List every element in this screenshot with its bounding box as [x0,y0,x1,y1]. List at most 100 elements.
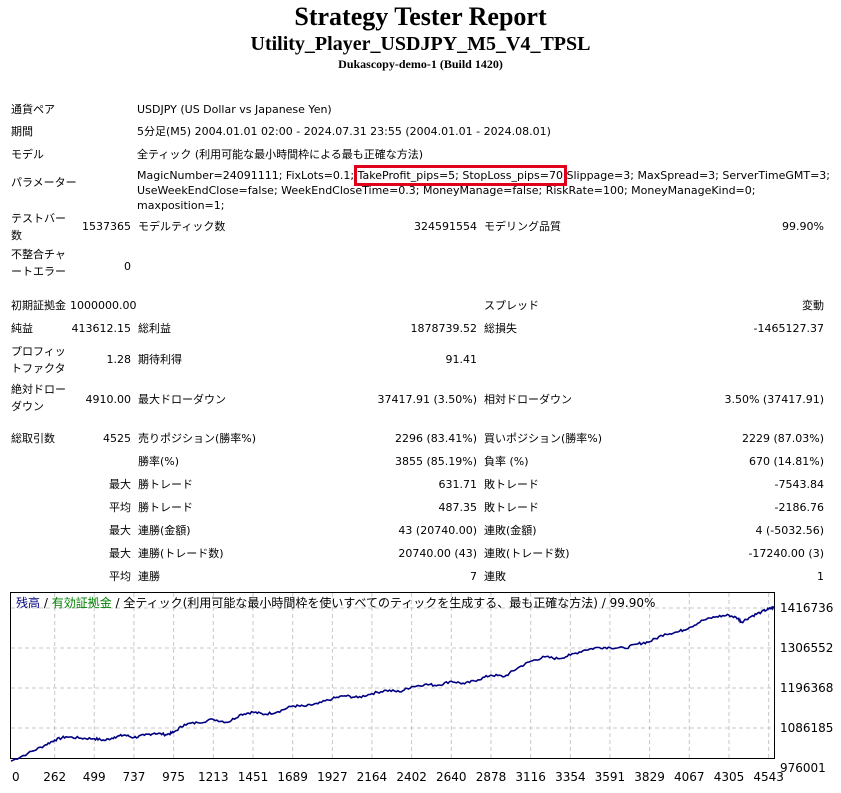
report-title: Strategy Tester Report [294,2,547,31]
legend-balance: 残高 [16,595,40,610]
loss-rate-label: 負率 (%) [484,455,529,468]
params-label: パラメーター [11,176,77,189]
gross-loss-label: 総損失 [484,322,517,335]
server-info: Dukascopy-demo-1 (Build 1420) [338,57,503,71]
max-consec-wins-label: 連勝(金額) [138,524,191,537]
net-value: 413612.15 [71,322,132,335]
largest-win-label: 勝トレード [138,478,193,491]
x-tick-label: 3591 [595,770,626,784]
net-label: 純益 [11,322,33,335]
long-label: 買いポジション(勝率%) [484,432,603,445]
chart-y-ticks: 1416736 1306552 1196368 1086185 976001 [780,601,833,775]
loss-rate-value: 670 (14.81%) [748,455,824,468]
mismatch-value: 0 [124,260,131,273]
x-tick-label: 262 [43,770,66,784]
max-consec-word: 最大 [109,524,131,537]
max-dd-value: 37417.91 (3.50%) [377,393,477,406]
x-tick-label: 4543 [753,770,784,784]
y-tick-label: 1196368 [780,681,833,695]
win-rate-label: 勝率(%) [138,455,180,468]
bars-value: 1537365 [82,220,131,233]
y-tick-label: 1416736 [780,601,833,615]
period-value: 5分足(M5) 2004.01.01 02:00 - 2024.07.31 23… [137,125,551,138]
params-text-2: Slippage=3; MaxSpread=3; ServerTimeGMT=3… [137,169,831,212]
quality-label: モデリング品質 [484,220,561,233]
x-tick-label: 1927 [317,770,348,784]
trades-label: 総取引数 [11,432,55,445]
avg-consec-losses-value: 1 [817,570,824,583]
chart-legend: 残高 / 有効証拠金 / 全ティック(利用可能な最小時間枠を使いすべてのティック… [16,595,655,610]
legend-sep-1: / [40,596,52,610]
x-tick-label: 4067 [674,770,705,784]
x-tick-label: 3354 [555,770,586,784]
params-text-1: MagicNumber=24091111; FixLots=0.1; [137,169,358,182]
mismatch-label: 不整合チャートエラー [11,248,66,278]
x-tick-label: 2878 [476,770,507,784]
x-tick-label: 499 [83,770,106,784]
max-consec-wins-value: 43 (20740.00) [398,524,477,537]
chart-grid [11,593,774,758]
legend-equity: 有効証拠金 [52,595,112,610]
quality-value: 99.90% [782,220,824,233]
x-tick-label: 2164 [357,770,388,784]
spread-value: 変動 [802,299,824,312]
max-consec-loss-value: -17240.00 (3) [748,547,824,560]
largest-loss-value: -7543.84 [774,478,824,491]
avg-consec-wins-label: 連勝 [138,570,160,583]
params-value: MagicNumber=24091111; FixLots=0.1; TakeP… [137,165,837,213]
pf-label: プロフィットファクタ [11,345,66,375]
x-tick-label: 3116 [515,770,546,784]
balance-chart: 1416736 1306552 1196368 1086185 976001 0 262 4… [10,592,833,784]
x-tick-label: 0 [12,770,20,784]
avg-consec-word: 平均 [109,570,131,583]
x-tick-label: 1689 [277,770,308,784]
expected-label: 期待利得 [138,353,182,366]
x-tick-label: 1451 [238,770,269,784]
avg-consec-losses-label: 連敗 [484,570,506,583]
largest-loss-label: 敗トレード [484,478,539,491]
largest-win-value: 631.71 [438,478,478,491]
avg-loss-label: 敗トレード [484,501,539,514]
spread-label: スプレッド [484,299,539,312]
avg-win-value: 487.35 [438,501,478,514]
x-tick-label: 1213 [198,770,229,784]
long-value: 2229 (87.03%) [741,432,824,445]
bars-label: テストバー数 [11,212,66,242]
win-rate-value: 3855 (85.19%) [394,455,477,468]
average-word: 平均 [109,501,131,514]
gross-profit-value: 1878739.52 [410,322,477,335]
max-consec-losses-value: 4 (-5032.56) [755,524,824,537]
x-tick-label: 2640 [436,770,467,784]
rel-dd-value: 3.50% (37417.91) [724,393,824,406]
expected-value: 91.41 [445,353,478,366]
ea-name: Utility_Player_USDJPY_M5_V4_TPSL [250,33,591,55]
ticks-value: 324591554 [414,220,477,233]
avg-loss-value: -2186.76 [774,501,824,514]
avg-consec-wins-value: 7 [470,570,477,583]
x-tick-label: 737 [122,770,145,784]
chart-frame [10,592,775,759]
legend-model: 全ティック(利用可能な最小時間枠を使いすべてのティックを生成する、最も正確な方法… [123,595,655,610]
max-consec-profit-value: 20740.00 (43) [398,547,477,560]
gross-profit-label: 総利益 [138,322,171,335]
balance-line [10,605,775,762]
abs-dd-value: 4910.00 [85,393,132,406]
y-tick-label: 1306552 [780,641,833,655]
model-value: 全ティック (利用可能な最小時間枠による最も正確な方法) [137,148,424,161]
chart-series [10,605,775,762]
max-consec-profit-label: 連勝(トレード数) [138,547,224,560]
y-tick-label: 1086185 [780,721,833,735]
period-label: 期間 [11,125,33,138]
params-highlight: TakeProfit_pips=5; StopLoss_pips=70 [353,165,568,186]
x-tick-label: 3829 [634,770,665,784]
x-tick-label: 975 [162,770,185,784]
largest-word: 最大 [109,478,131,491]
rel-dd-label: 相対ドローダウン [484,393,572,406]
max-consec-profit-word: 最大 [109,547,131,560]
max-consec-loss-label: 連敗(トレード数) [484,547,570,560]
model-label: モデル [11,148,44,161]
x-tick-label: 4305 [714,770,745,784]
chart-x-ticks: 0 262 499 737 975 1213 1451 1689 1927 2164 2402 264… [12,770,784,784]
symbol-value: USDJPY (US Dollar vs Japanese Yen) [137,103,332,116]
gross-loss-value: -1465127.37 [753,322,824,335]
